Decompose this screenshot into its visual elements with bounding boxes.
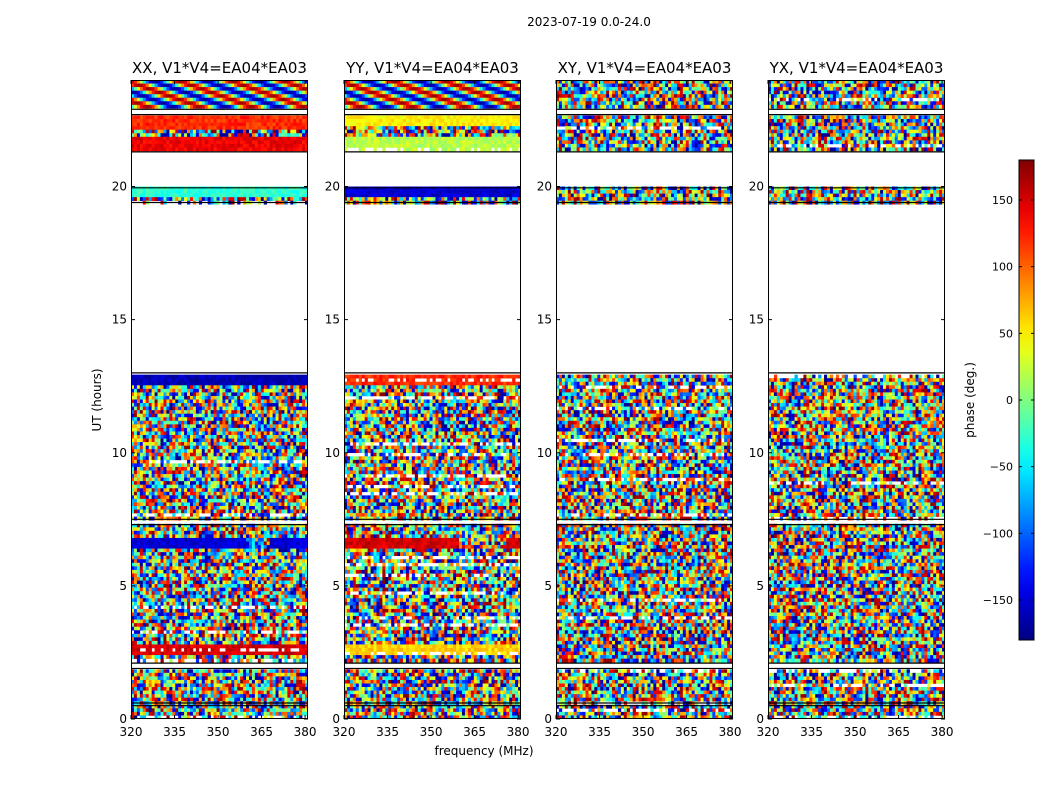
x-tick-label: 320 (333, 725, 356, 739)
x-tick-label: 365 (887, 725, 910, 739)
panel-frame (556, 80, 733, 719)
panel-xy: XY, V1*V4=EA04*EA03 320 335 350 365 380 0 5 10 15… (537, 59, 742, 739)
y-tick-label: 0 (332, 712, 340, 726)
y-tick-label: 20 (749, 180, 764, 194)
colorbar-tick-label: 50 (999, 327, 1013, 340)
x-axis-label: frequency (MHz) (434, 744, 533, 758)
panels-group: XX, V1*V4=EA04*EA03 320 335 350 365 380 0 5 10 15… (112, 59, 954, 739)
panel-frame (768, 80, 945, 719)
y-tick-label: 15 (749, 313, 764, 327)
panel-title: YX, V1*V4=EA04*EA03 (769, 59, 944, 77)
x-tick-label: 350 (420, 725, 443, 739)
x-tick-label: 320 (757, 725, 780, 739)
x-tick-label: 365 (675, 725, 698, 739)
y-tick-label: 0 (756, 712, 764, 726)
x-tick-label: 350 (207, 725, 230, 739)
panel-title: XX, V1*V4=EA04*EA03 (132, 59, 307, 77)
y-tick-label: 10 (749, 446, 764, 460)
panel-title: XY, V1*V4=EA04*EA03 (558, 59, 732, 77)
y-tick-label: 0 (544, 712, 552, 726)
x-tick-label: 365 (463, 725, 486, 739)
x-tick-label: 380 (294, 725, 317, 739)
x-tick-label: 380 (719, 725, 742, 739)
x-tick-label: 335 (376, 725, 399, 739)
phase-heatmap (768, 80, 945, 719)
y-axis-label: UT (hours) (90, 368, 104, 431)
y-tick-label: 15 (112, 313, 127, 327)
y-tick-label: 15 (325, 313, 340, 327)
x-tick-label: 320 (545, 725, 568, 739)
x-tick-label: 380 (931, 725, 954, 739)
y-tick-label: 5 (756, 579, 764, 593)
colorbar-tick-label: −100 (983, 527, 1013, 540)
panel-frame (344, 80, 521, 719)
x-tick-label: 350 (632, 725, 655, 739)
y-tick-label: 20 (325, 180, 340, 194)
y-tick-label: 10 (325, 446, 340, 460)
x-tick-label: 350 (844, 725, 867, 739)
panel-yy: YY, V1*V4=EA04*EA03 320 335 350 365 380 0 5 10 15… (325, 59, 530, 739)
phase-heatmap (344, 80, 521, 719)
x-tick-label: 320 (120, 725, 143, 739)
figure-suptitle: 2023-07-19 0.0-24.0 (527, 15, 651, 29)
y-tick-label: 15 (537, 313, 552, 327)
y-tick-label: 5 (332, 579, 340, 593)
colorbar-tick-label: −150 (983, 594, 1013, 607)
y-tick-label: 20 (112, 180, 127, 194)
phase-heatmap (131, 80, 308, 719)
x-tick-label: 380 (507, 725, 530, 739)
panel-yx: YX, V1*V4=EA04*EA03 320 335 350 365 380 0 5 10 15… (749, 59, 954, 739)
panel-frame (131, 80, 308, 719)
panel-title: YY, V1*V4=EA04*EA03 (345, 59, 519, 77)
panel-xx: XX, V1*V4=EA04*EA03 320 335 350 365 380 0 5 10 15… (112, 59, 317, 739)
colorbar-label: phase (deg.) (963, 362, 977, 438)
x-tick-label: 365 (250, 725, 273, 739)
y-tick-label: 5 (119, 579, 127, 593)
x-tick-label: 335 (588, 725, 611, 739)
colorbar: −150 −100 −50 0 50 100 150 (983, 159, 1035, 641)
y-tick-label: 0 (119, 712, 127, 726)
y-tick-label: 10 (112, 446, 127, 460)
colorbar-tick-label: 150 (992, 194, 1013, 207)
y-tick-label: 5 (544, 579, 552, 593)
y-tick-label: 20 (537, 180, 552, 194)
colorbar-tick-label: 0 (1006, 394, 1013, 407)
y-tick-label: 10 (537, 446, 552, 460)
x-tick-label: 335 (163, 725, 186, 739)
x-tick-label: 335 (800, 725, 823, 739)
colorbar-tick-label: −50 (990, 461, 1013, 474)
colorbar-tick-label: 100 (992, 261, 1013, 274)
phase-heatmap (556, 80, 733, 719)
